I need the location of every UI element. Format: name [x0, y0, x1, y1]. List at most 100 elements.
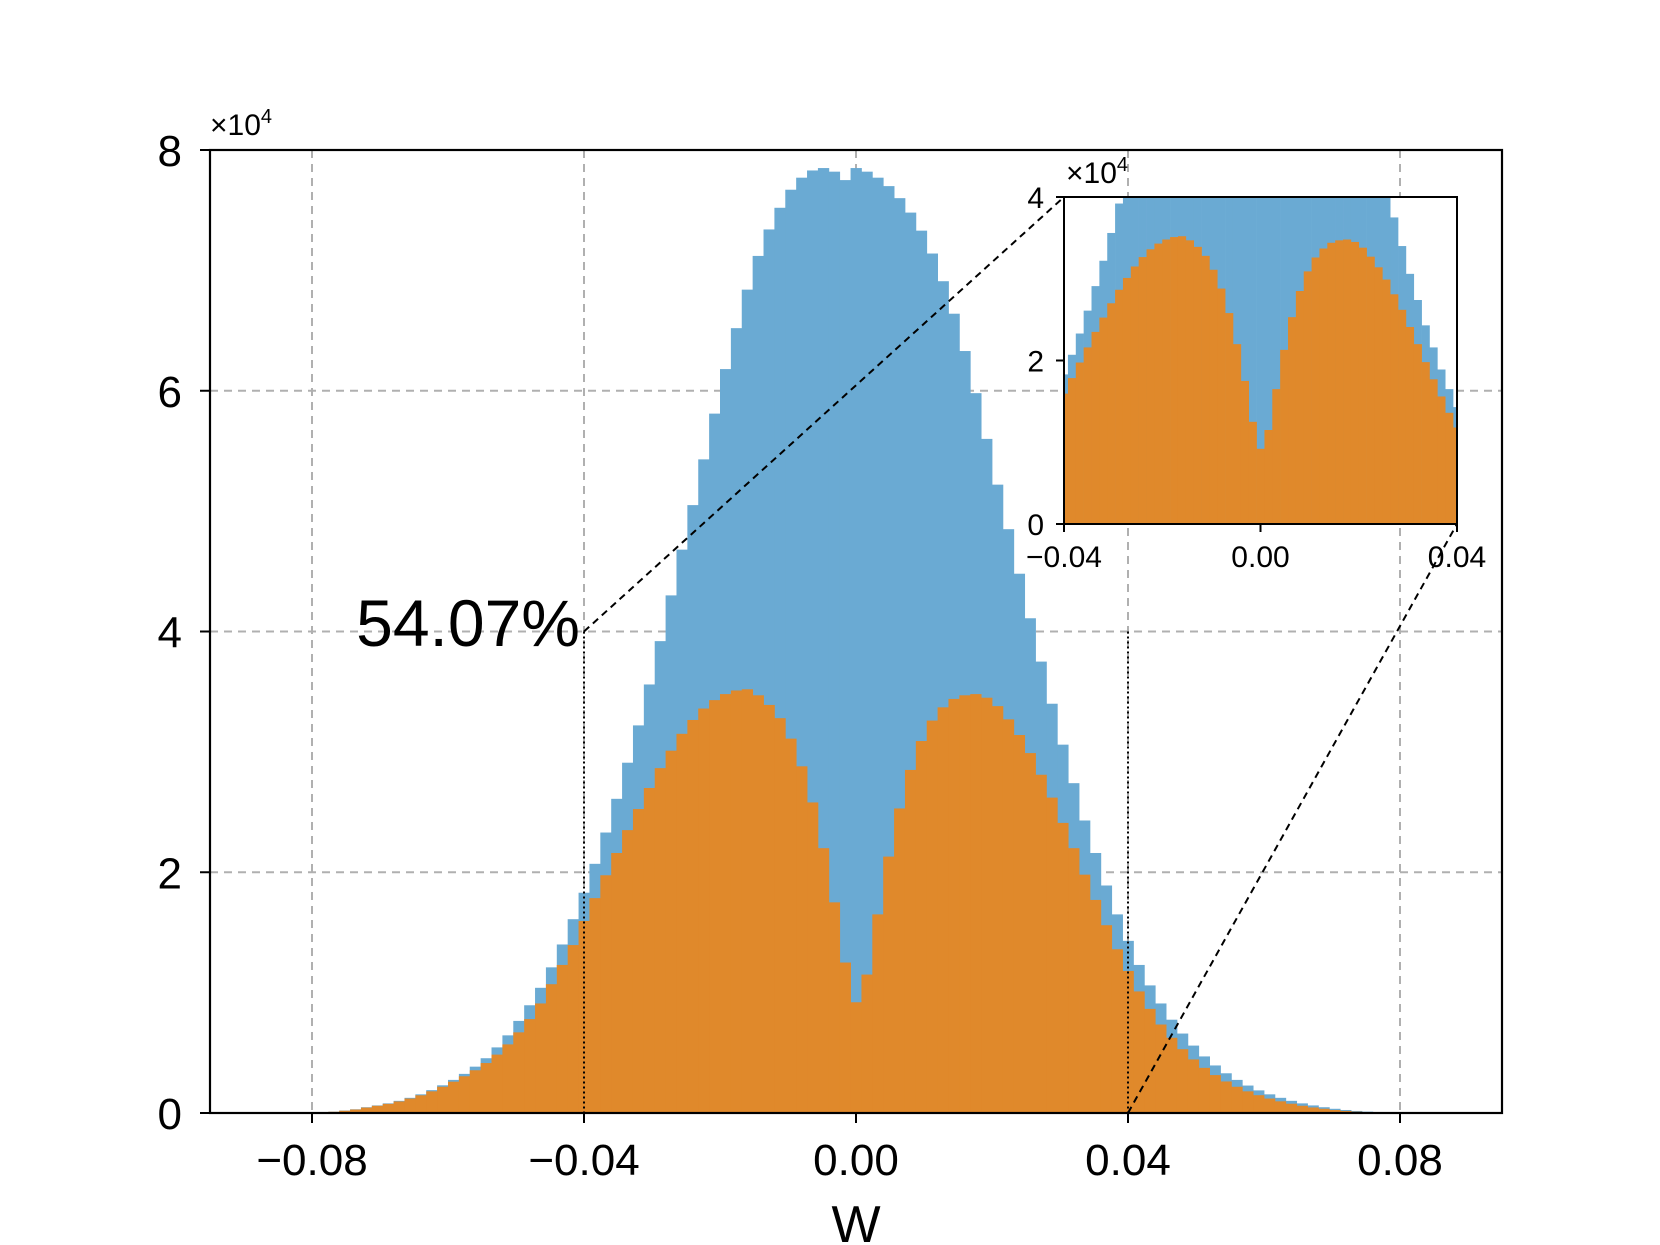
bar-s1-9 — [415, 1095, 427, 1113]
bar-s1-53 — [894, 808, 906, 1113]
bar-s1-44 — [796, 766, 808, 1113]
bar-s1-76 — [1144, 1008, 1156, 1113]
inset-bar-s1-62 — [1358, 247, 1367, 524]
bar-s1-47 — [828, 902, 841, 1113]
bar-s1-93 — [1329, 1109, 1341, 1113]
inset-bar-s1-59 — [1335, 240, 1344, 524]
inset-bar-s0-50 — [1264, 197, 1273, 524]
bar-s1-87 — [1264, 1098, 1276, 1113]
bar-s1-67 — [1046, 797, 1058, 1113]
inset-bar-s1-72 — [1437, 396, 1446, 524]
bar-s0-52 — [883, 186, 895, 1114]
inset-bar-s1-43 — [1209, 269, 1218, 524]
inset-bar-s1-44 — [1217, 288, 1226, 524]
inset-bar-s1-64 — [1374, 267, 1383, 524]
bar-s1-75 — [1133, 991, 1145, 1113]
bar-s1-12 — [448, 1081, 460, 1113]
inset-bar-s1-74 — [1453, 427, 1458, 524]
bar-s1-3 — [350, 1109, 362, 1113]
inset-bar-s1-49 — [1256, 448, 1265, 524]
inset-y-tick-label-0: 0 — [1027, 509, 1044, 542]
bar-s1-35 — [698, 708, 710, 1113]
inset-bar-s1-66 — [1390, 294, 1399, 524]
inset-bar-s0-49 — [1256, 197, 1265, 524]
bar-s1-49 — [850, 1002, 862, 1113]
bar-s1-14 — [469, 1070, 482, 1113]
y-tick-label-3: 6 — [158, 368, 182, 417]
bar-s1-36 — [709, 700, 721, 1113]
inset-y-tick-label-2: 4 — [1027, 182, 1044, 215]
bar-s1-46 — [817, 848, 830, 1113]
inset-x-tick-labels: −0.04 0.00 0.04 — [1026, 541, 1486, 574]
inset-bar-s1-35 — [1146, 249, 1155, 524]
inset-bar-s1-26 — [1075, 362, 1084, 524]
bar-s1-18 — [513, 1032, 525, 1113]
main-y-multiplier-base: ×10 — [210, 109, 261, 142]
inset-bar-s1-28 — [1091, 331, 1100, 524]
inset-bar-s1-52 — [1280, 349, 1289, 524]
bar-s1-40 — [752, 695, 764, 1113]
bar-s1-82 — [1209, 1075, 1221, 1113]
inset-bar-s1-55 — [1303, 271, 1312, 524]
bar-s1-4 — [360, 1107, 373, 1113]
bar-s1-43 — [785, 738, 797, 1113]
bar-s1-54 — [904, 769, 917, 1113]
bar-s1-37 — [720, 694, 732, 1113]
bar-s1-85 — [1242, 1091, 1254, 1113]
inset-y-multiplier: ×104 — [1066, 154, 1128, 190]
inset-x-tick-label-0: −0.04 — [1026, 541, 1102, 574]
bar-s1-58 — [948, 698, 960, 1113]
bar-s1-68 — [1057, 822, 1069, 1113]
inset-bar-s1-70 — [1421, 362, 1430, 524]
inset-y-multiplier-exp: 4 — [1117, 154, 1128, 176]
bar-s1-59 — [959, 695, 971, 1113]
y-tick-label-4: 8 — [158, 127, 182, 176]
bar-s1-10 — [426, 1091, 438, 1113]
bar-s1-28 — [622, 830, 634, 1113]
inset-bar-s1-50 — [1264, 429, 1273, 524]
inset-bar-s1-40 — [1185, 240, 1194, 524]
bar-s1-64 — [1013, 735, 1026, 1113]
bar-s0-55 — [915, 230, 928, 1113]
bar-s1-88 — [1274, 1101, 1287, 1113]
bar-s1-81 — [1198, 1067, 1210, 1113]
bar-s1-92 — [1318, 1108, 1330, 1113]
bar-s1-6 — [382, 1103, 394, 1113]
bar-s1-72 — [1100, 925, 1113, 1113]
bar-s1-50 — [861, 974, 873, 1113]
x-tick-label-3: 0.04 — [1085, 1136, 1171, 1185]
bar-s1-83 — [1220, 1081, 1232, 1113]
inset-bar-s1-36 — [1154, 243, 1163, 524]
bar-s0-48 — [839, 180, 851, 1113]
bar-s1-45 — [807, 802, 819, 1113]
bar-s0-45 — [807, 170, 819, 1113]
bar-s1-66 — [1035, 774, 1047, 1113]
bar-s0-41 — [763, 229, 775, 1113]
series-1 — [317, 689, 1395, 1113]
bar-s1-91 — [1307, 1107, 1319, 1113]
main-ticks — [200, 149, 1401, 1123]
y-tick-label-2: 4 — [158, 609, 182, 658]
x-tick-label-4: 0.08 — [1357, 1136, 1443, 1185]
bar-s1-55 — [915, 741, 928, 1113]
bar-s1-80 — [1187, 1059, 1200, 1113]
inset-bar-s1-63 — [1366, 256, 1375, 524]
bar-s0-51 — [872, 177, 884, 1113]
bar-s1-13 — [458, 1076, 471, 1113]
inset-bar-s1-45 — [1225, 313, 1234, 524]
bar-s1-33 — [676, 733, 688, 1113]
bar-s1-22 — [556, 964, 569, 1113]
inset-bar-s1-67 — [1398, 309, 1407, 524]
inset-bar-s1-38 — [1170, 237, 1179, 524]
bar-s1-42 — [774, 718, 786, 1113]
x-axis-label: W — [831, 1196, 880, 1245]
bar-s1-56 — [926, 720, 938, 1113]
bar-s1-52 — [883, 856, 895, 1113]
inset-bar-s1-53 — [1288, 317, 1297, 524]
inset-bar-s1-42 — [1201, 255, 1210, 525]
bar-s0-42 — [774, 207, 786, 1113]
bar-s1-8 — [404, 1098, 416, 1113]
bar-s1-51 — [872, 914, 884, 1113]
bar-s1-89 — [1285, 1103, 1298, 1113]
bar-s1-38 — [730, 690, 743, 1113]
